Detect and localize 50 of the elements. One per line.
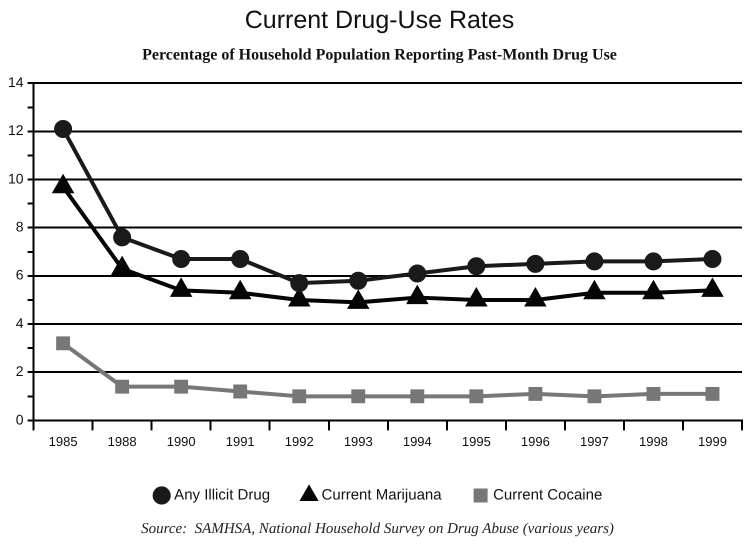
legend-label: Current Marijuana — [322, 486, 442, 504]
x-tick-label: 1999 — [698, 434, 727, 449]
point — [467, 257, 486, 276]
x-tick-label: 1988 — [108, 434, 137, 449]
x-tick-label: 1990 — [166, 434, 196, 449]
point — [292, 389, 306, 404]
y-tick-label: 6 — [16, 266, 24, 283]
x-tick-label: 1997 — [580, 434, 609, 449]
point — [233, 384, 248, 398]
point — [113, 228, 132, 246]
point — [115, 380, 130, 394]
x-tick-label: 1992 — [284, 434, 314, 449]
point — [54, 120, 72, 138]
point — [469, 389, 484, 404]
point — [174, 380, 188, 394]
y-tick-label: 2 — [16, 363, 24, 380]
point — [172, 250, 190, 268]
x-tick-label: 1985 — [48, 434, 78, 449]
point — [644, 252, 662, 270]
x-tick-label: 1991 — [226, 434, 255, 449]
point — [585, 252, 604, 270]
point — [703, 250, 722, 268]
x-tick-label: 1993 — [344, 434, 373, 449]
y-tick-label: 10 — [8, 170, 24, 186]
point — [410, 389, 424, 404]
point — [706, 386, 720, 401]
point — [408, 264, 426, 282]
x-tick-label: 1998 — [638, 434, 668, 449]
point — [290, 274, 308, 292]
y-tick-label: 14 — [8, 74, 24, 90]
x-tick-label: 1996 — [520, 434, 550, 449]
y-tick-label: 0 — [16, 411, 24, 428]
point — [587, 389, 602, 404]
x-tick-label: 1995 — [462, 434, 491, 449]
point — [528, 386, 542, 401]
point — [231, 250, 250, 268]
y-tick-label: 8 — [16, 218, 24, 235]
point — [646, 386, 660, 401]
chart-subtitle: Percentage of Household Population Reporting Past-Month Drug Use — [142, 46, 617, 64]
point — [56, 336, 70, 350]
point — [349, 272, 368, 290]
source-note: Source: SAMHSA, National Household Survey on Drug Abuse (various years) — [141, 520, 614, 537]
point — [351, 389, 366, 404]
legend-label: Current Cocaine — [493, 486, 602, 504]
point — [526, 254, 544, 273]
y-tick-label: 4 — [16, 314, 24, 331]
x-tick-label: 1994 — [402, 434, 432, 449]
legend-label: Any Illicit Drug — [174, 486, 270, 504]
chart-title: Current Drug-Use Rates — [244, 6, 514, 34]
y-tick-label: 12 — [8, 122, 24, 138]
